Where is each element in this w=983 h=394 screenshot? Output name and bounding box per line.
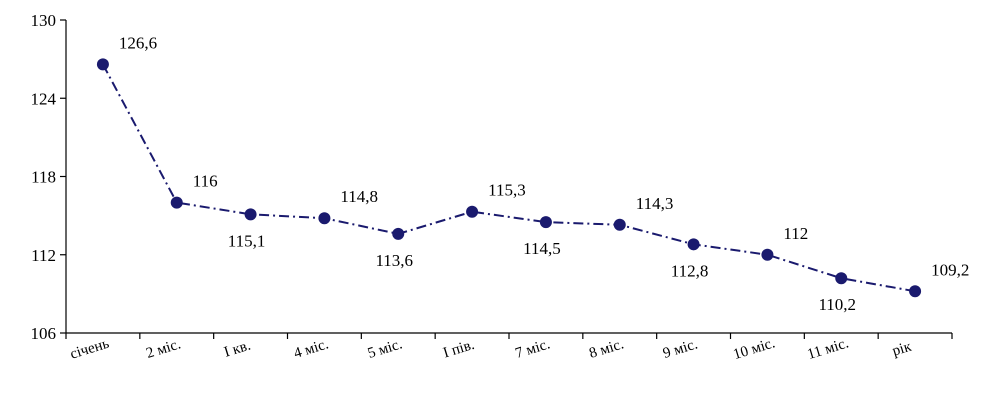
x-tick-label: січень <box>68 336 111 363</box>
data-point <box>539 216 552 229</box>
x-tick-label: 10 міс. <box>731 335 777 363</box>
data-point <box>170 196 183 209</box>
series-line <box>102 63 916 293</box>
data-label: 116 <box>193 172 218 191</box>
data-label: 109,2 <box>931 260 969 279</box>
data-point <box>687 238 700 251</box>
x-tick-label: рік <box>891 339 914 360</box>
data-point <box>761 248 774 261</box>
x-axis: січень 2 міс. I кв. 4 міс. 5 міс. I пів. 7 міс… <box>65 332 953 363</box>
data-label: 112,8 <box>671 261 709 280</box>
data-label: 115,1 <box>228 231 266 250</box>
y-tick-label: 118 <box>31 168 56 187</box>
data-label: 126,6 <box>119 33 157 52</box>
x-tick-label: 2 міс. <box>144 336 182 362</box>
data-point <box>318 212 331 225</box>
data-label: 115,3 <box>488 181 526 200</box>
data-point <box>244 208 257 221</box>
x-tick-label: I кв. <box>222 338 252 361</box>
data-point <box>613 218 626 231</box>
data-label: 112 <box>783 224 808 243</box>
x-tick-label: 8 міс. <box>587 336 625 362</box>
y-tick-label: 124 <box>31 89 57 108</box>
data-label: 114,8 <box>340 187 378 206</box>
data-label: 113,6 <box>375 251 413 270</box>
y-axis: 106 112 118 124 130 <box>31 11 67 343</box>
data-point <box>96 58 109 71</box>
data-point <box>466 205 479 218</box>
data-label: 110,2 <box>818 295 856 314</box>
y-tick-label: 130 <box>31 11 57 30</box>
x-tick-label: 11 міс. <box>806 335 851 363</box>
x-tick-label: 9 міс. <box>661 336 699 362</box>
y-tick-label: 106 <box>31 324 57 343</box>
series-layer <box>96 58 922 298</box>
data-label: 114,5 <box>523 239 561 258</box>
data-label: 114,3 <box>636 194 674 213</box>
y-tick-label: 112 <box>31 246 56 265</box>
data-labels: 126,6 116 115,1 114,8 113,6 115,3 114,5 114,3 11… <box>119 33 969 314</box>
data-point <box>392 227 405 240</box>
x-tick-label: 7 міс. <box>514 336 552 362</box>
data-point <box>835 272 848 285</box>
x-tick-label: 4 міс. <box>292 336 330 362</box>
data-point <box>909 285 922 298</box>
x-tick-label: I пів. <box>441 337 476 362</box>
x-tick-label: 5 міс. <box>366 336 404 362</box>
